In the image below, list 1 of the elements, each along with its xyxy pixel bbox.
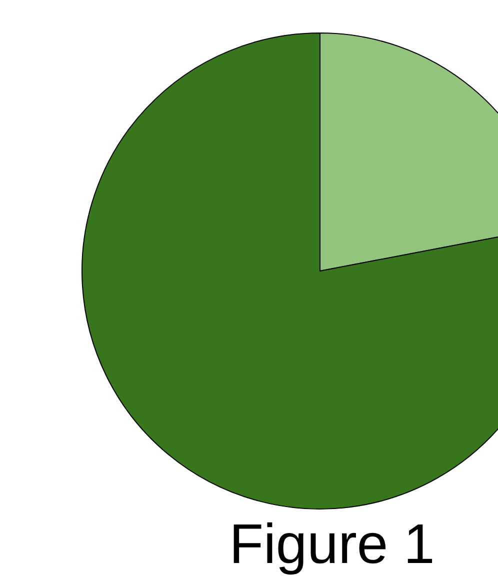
- caption: Figure 1: [229, 512, 435, 575]
